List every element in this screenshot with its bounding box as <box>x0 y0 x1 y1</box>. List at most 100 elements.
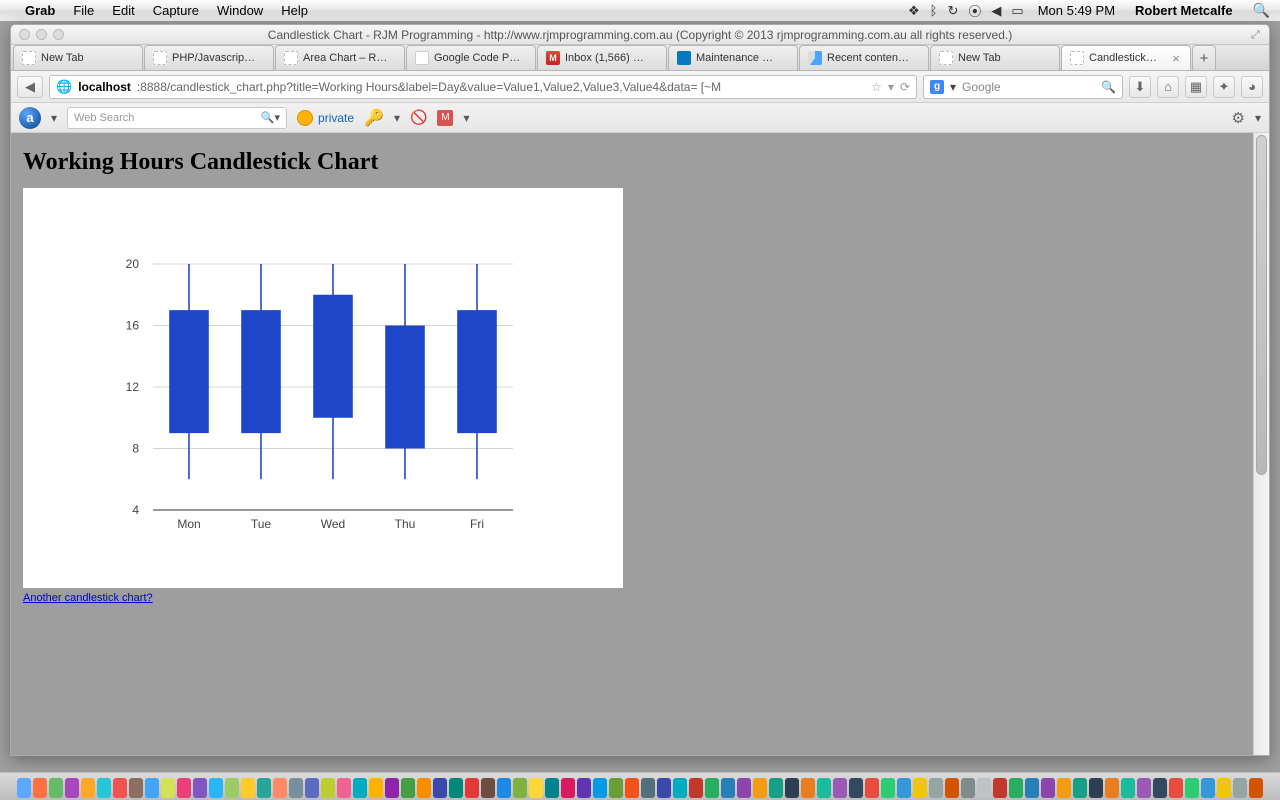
dock-app-56[interactable] <box>913 778 927 798</box>
web-search-icon[interactable]: 🔍 <box>261 111 275 124</box>
dock-app-10[interactable] <box>177 778 191 798</box>
menubar-user[interactable]: Robert Metcalfe <box>1129 3 1239 18</box>
dock-app-34[interactable] <box>561 778 575 798</box>
dock-app-12[interactable] <box>209 778 223 798</box>
dock-app-24[interactable] <box>401 778 415 798</box>
dock-app-0[interactable] <box>17 778 31 798</box>
dock-app-15[interactable] <box>257 778 271 798</box>
dock-app-54[interactable] <box>881 778 895 798</box>
ask-dropdown-icon[interactable]: ▾ <box>51 111 57 125</box>
dock-app-29[interactable] <box>481 778 495 798</box>
menu-window[interactable]: Window <box>208 3 272 18</box>
reload-icon[interactable]: ⟳ <box>900 80 910 94</box>
dock-app-14[interactable] <box>241 778 255 798</box>
another-chart-link[interactable]: Another candlestick chart? <box>23 592 153 604</box>
dock-app-69[interactable] <box>1121 778 1135 798</box>
dock-app-38[interactable] <box>625 778 639 798</box>
dock-app-11[interactable] <box>193 778 207 798</box>
dock-app-44[interactable] <box>721 778 735 798</box>
dock-app-63[interactable] <box>1025 778 1039 798</box>
dock-app-8[interactable] <box>145 778 159 798</box>
dock-app-57[interactable] <box>929 778 943 798</box>
dock-app-61[interactable] <box>993 778 1007 798</box>
menu-help[interactable]: Help <box>272 3 317 18</box>
dock-app-5[interactable] <box>97 778 111 798</box>
dock-app-53[interactable] <box>865 778 879 798</box>
vertical-scrollbar[interactable] <box>1253 133 1269 755</box>
dock-app-32[interactable] <box>529 778 543 798</box>
tab-7[interactable]: New Tab <box>930 45 1060 70</box>
dock-app-9[interactable] <box>161 778 175 798</box>
dock-app-16[interactable] <box>273 778 287 798</box>
dock-app-17[interactable] <box>289 778 303 798</box>
private-toggle[interactable]: private <box>297 110 354 126</box>
menubar-clock[interactable]: Mon 5:49 PM <box>1034 3 1119 18</box>
tab-8[interactable]: Candlestick…× <box>1061 45 1191 70</box>
tab-5[interactable]: Maintenance … <box>668 45 798 70</box>
dock-app-20[interactable] <box>337 778 351 798</box>
web-search-input[interactable]: Web Search 🔍 ▾ <box>67 107 287 129</box>
home-button[interactable]: ⌂ <box>1157 76 1179 98</box>
dock-app-72[interactable] <box>1169 778 1183 798</box>
dock-app-36[interactable] <box>593 778 607 798</box>
dock-app-65[interactable] <box>1057 778 1071 798</box>
window-close-icon[interactable] <box>19 29 30 40</box>
menu-capture[interactable]: Capture <box>144 3 208 18</box>
dock-app-43[interactable] <box>705 778 719 798</box>
dock-app-18[interactable] <box>305 778 319 798</box>
ask-icon[interactable]: a <box>19 107 41 129</box>
dock-app-4[interactable] <box>81 778 95 798</box>
key-dropdown-icon[interactable]: ▾ <box>394 111 400 125</box>
dock-app-27[interactable] <box>449 778 463 798</box>
tab-close-icon[interactable]: × <box>1170 51 1182 66</box>
bluetooth-icon[interactable]: ᛒ <box>930 3 938 18</box>
tab-0[interactable]: New Tab <box>13 45 143 70</box>
dock-app-22[interactable] <box>369 778 383 798</box>
dock-app-50[interactable] <box>817 778 831 798</box>
dock-app-26[interactable] <box>433 778 447 798</box>
dock-app-3[interactable] <box>65 778 79 798</box>
search-icon[interactable]: 🔍 <box>1101 80 1116 94</box>
scrollbar-thumb[interactable] <box>1256 135 1267 475</box>
dock-app-76[interactable] <box>1233 778 1247 798</box>
dock-app-46[interactable] <box>753 778 767 798</box>
dock-app-67[interactable] <box>1089 778 1103 798</box>
dock-app-64[interactable] <box>1041 778 1055 798</box>
gear-dropdown-icon[interactable]: ▾ <box>1255 111 1261 125</box>
dock-app-23[interactable] <box>385 778 399 798</box>
spotlight-icon[interactable]: 🔍 <box>1249 2 1274 19</box>
dock-app-48[interactable] <box>785 778 799 798</box>
key-icon[interactable]: 🔑 <box>364 108 384 128</box>
new-tab-button[interactable]: + <box>1192 45 1216 70</box>
dock-app-68[interactable] <box>1105 778 1119 798</box>
dock-app-52[interactable] <box>849 778 863 798</box>
dock-app-25[interactable] <box>417 778 431 798</box>
downloads-button[interactable]: ⬇ <box>1129 76 1151 98</box>
dock-app-47[interactable] <box>769 778 783 798</box>
menu-app[interactable]: Grab <box>16 3 64 18</box>
mail-badge-icon[interactable]: M <box>437 110 453 126</box>
dock-app-19[interactable] <box>321 778 335 798</box>
dock-app-51[interactable] <box>833 778 847 798</box>
dock-app-71[interactable] <box>1153 778 1167 798</box>
tab-6[interactable]: Recent conten… <box>799 45 929 70</box>
dock-app-62[interactable] <box>1009 778 1023 798</box>
dock-app-58[interactable] <box>945 778 959 798</box>
dock-app-41[interactable] <box>673 778 687 798</box>
tab-3[interactable]: Google Code P… <box>406 45 536 70</box>
dock-app-49[interactable] <box>801 778 815 798</box>
dock-app-40[interactable] <box>657 778 671 798</box>
dock-app-30[interactable] <box>497 778 511 798</box>
menu-edit[interactable]: Edit <box>103 3 143 18</box>
volume-icon[interactable]: ◀ <box>991 3 1001 19</box>
tab-2[interactable]: Area Chart – R… <box>275 45 405 70</box>
addon-button[interactable]: ◕ <box>1241 76 1263 98</box>
gear-icon[interactable]: ⚙ <box>1232 109 1245 127</box>
dock-app-73[interactable] <box>1185 778 1199 798</box>
dock-app-55[interactable] <box>897 778 911 798</box>
dock-app-33[interactable] <box>545 778 559 798</box>
dock-app-60[interactable] <box>977 778 991 798</box>
search-box[interactable]: g ▾ Google 🔍 <box>923 75 1123 99</box>
timemachine-icon[interactable]: ↻ <box>947 3 958 19</box>
dock-app-13[interactable] <box>225 778 239 798</box>
